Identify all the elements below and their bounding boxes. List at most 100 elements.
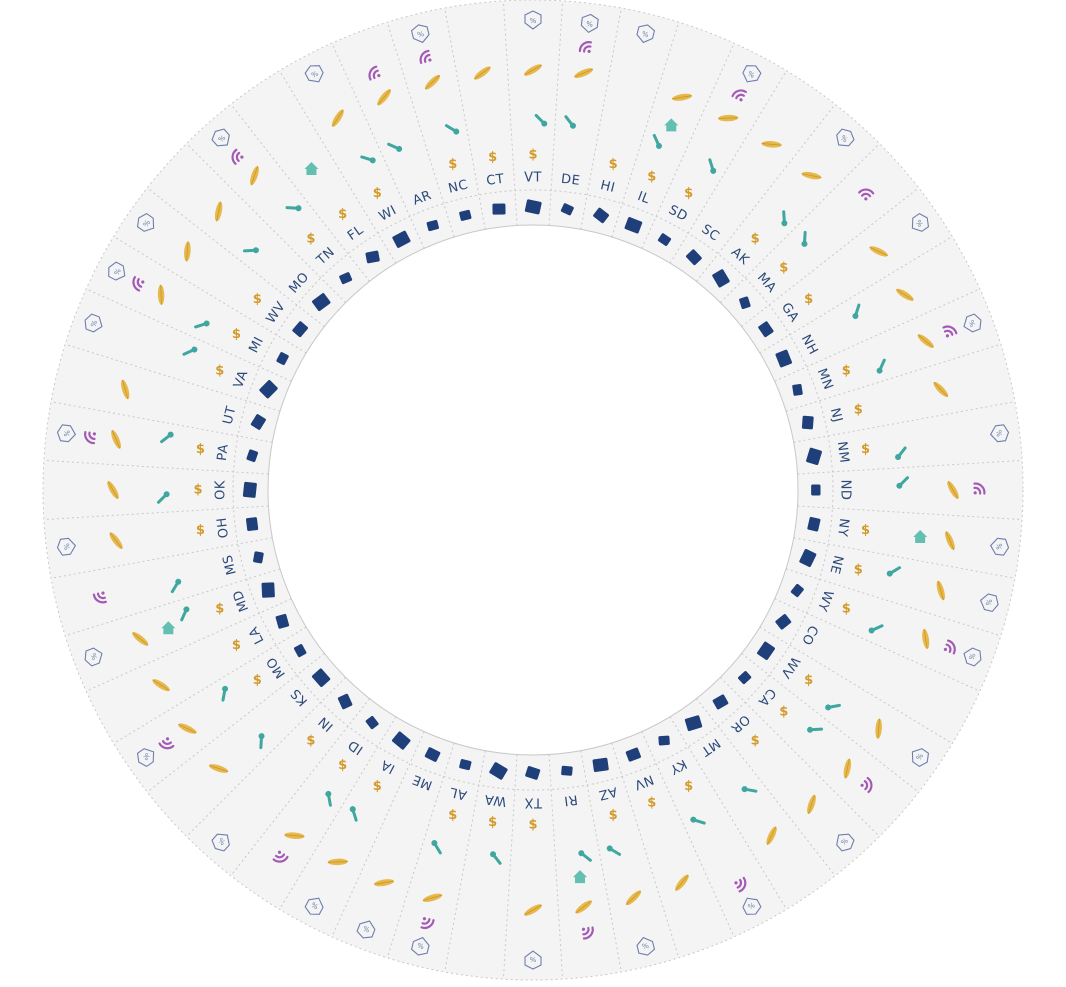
sector-va[interactable]: VA $% (65, 313, 281, 412)
state-label: ND (838, 480, 853, 501)
sector-ok[interactable]: OK $ (43, 480, 269, 521)
state-label: AL (448, 784, 468, 803)
sector-vt[interactable]: VT $% (502, 0, 548, 226)
dollar-icon: $ (196, 523, 205, 538)
sector-ms[interactable]: MS (65, 551, 281, 637)
thermometer-icon (741, 786, 758, 793)
svg-text:%: % (914, 219, 925, 229)
sector-wi[interactable]: WI $% (279, 62, 412, 264)
dollar-icon: $ (779, 260, 788, 275)
svg-text:%: % (967, 319, 977, 328)
leaf-icon (111, 430, 121, 449)
sector-la[interactable]: LA $ (113, 613, 307, 744)
dollar-icon: $ (528, 818, 537, 833)
leaf-icon (869, 246, 888, 257)
dollar-icon: $ (861, 442, 870, 457)
leaf-icon (524, 904, 542, 916)
discount-badge-icon: % (211, 128, 230, 147)
sector-ia[interactable]: IA $% (303, 731, 425, 938)
sector-nc[interactable]: NC $% (386, 22, 472, 238)
leaf-icon (152, 679, 170, 692)
sector-nd[interactable]: ND (797, 459, 1023, 501)
state-shape-icon (245, 517, 259, 532)
sector-de[interactable]: DE% (548, 0, 599, 226)
sector-ny[interactable]: NY $% (797, 505, 1023, 556)
discount-badge-icon: % (636, 936, 656, 956)
thermometer-icon (690, 816, 706, 825)
discount-badge-icon: % (580, 13, 599, 34)
state-label: RI (563, 791, 579, 808)
leaf-icon (936, 580, 945, 601)
wifi-icon (858, 188, 875, 201)
discount-badge-icon: % (136, 748, 155, 768)
sector-fl[interactable]: FL$ (230, 103, 380, 282)
sector-ri[interactable]: RI (561, 750, 622, 973)
discount-badge-icon: % (836, 833, 855, 852)
sector-wy[interactable]: WY $% (785, 568, 1001, 667)
thermometer-icon (242, 247, 259, 254)
sector-id[interactable]: ID$ (272, 715, 397, 910)
sector-ar[interactable]: AR (331, 42, 439, 249)
dollar-icon: $ (373, 779, 382, 794)
svg-text:%: % (746, 900, 756, 910)
svg-text:%: % (113, 267, 123, 277)
sector-hi[interactable]: HI $% (580, 7, 656, 230)
sector-az[interactable]: AZ $% (592, 742, 680, 958)
sector-nj[interactable]: NJ $ (785, 343, 1001, 430)
sector-tx[interactable]: TX $% (523, 754, 564, 980)
thermometer-icon (852, 303, 861, 320)
svg-text:%: % (966, 652, 976, 661)
thermometer-icon (285, 205, 302, 212)
dollar-icon: $ (373, 186, 382, 201)
dollar-icon: $ (684, 779, 693, 794)
svg-text:%: % (984, 598, 993, 607)
leaf-icon (766, 826, 777, 845)
state-shape-icon (259, 380, 278, 399)
state-shape-icon (758, 321, 774, 338)
sector-oh[interactable]: OH $% (50, 516, 273, 579)
sector-al[interactable]: AL $% (410, 750, 486, 973)
dollar-icon: $ (842, 601, 851, 616)
state-shape-icon (801, 415, 814, 430)
leaf-icon (875, 718, 882, 739)
state-shape-icon (459, 759, 472, 771)
sector-md[interactable]: MD $% (82, 582, 292, 692)
state-label: AR (411, 188, 434, 209)
leaf-icon (157, 284, 165, 305)
label-ring (232, 189, 834, 791)
sector-wa[interactable]: WA $ (484, 754, 518, 980)
sector-il[interactable]: IL $ (611, 22, 692, 238)
sector-ut[interactable]: UT (50, 379, 273, 443)
sector-pa[interactable]: PA $% (43, 424, 269, 475)
sector-mo[interactable]: MO$% (134, 644, 325, 793)
sector-ne[interactable]: NE $% (793, 537, 1016, 613)
sector-mi[interactable]: MI $% (85, 260, 292, 382)
thermometer-icon (896, 476, 910, 489)
state-shape-icon (790, 583, 804, 598)
sector-me[interactable]: ME% (356, 742, 455, 958)
sector-nv[interactable]: NV $ (625, 731, 735, 938)
state-shape-icon (242, 481, 257, 498)
svg-text:%: % (63, 542, 72, 550)
dollar-icon: $ (751, 733, 760, 748)
thermometer-icon (652, 133, 662, 149)
dollar-icon: $ (854, 402, 863, 417)
discount-badge-icon: % (524, 10, 542, 30)
state-shape-icon (311, 668, 331, 687)
state-shape-icon (312, 293, 331, 312)
state-label: MN (814, 366, 836, 392)
leaf-icon (374, 879, 395, 887)
house-icon (573, 870, 588, 884)
state-shape-icon (592, 757, 609, 773)
sector-nm[interactable]: NM $% (793, 401, 1016, 466)
sector-mn[interactable]: MN $% (774, 288, 984, 396)
thermometer-icon (160, 431, 174, 444)
svg-text:%: % (746, 70, 756, 80)
sector-ct[interactable]: CT $ (444, 7, 506, 230)
state-label: NV (632, 771, 656, 792)
thermometer-icon (170, 578, 182, 594)
sector-in[interactable]: IN$% (209, 693, 370, 877)
state-shape-icon (684, 715, 703, 732)
wifi-icon (860, 776, 873, 794)
sector-ky[interactable]: KY $% (658, 716, 787, 918)
